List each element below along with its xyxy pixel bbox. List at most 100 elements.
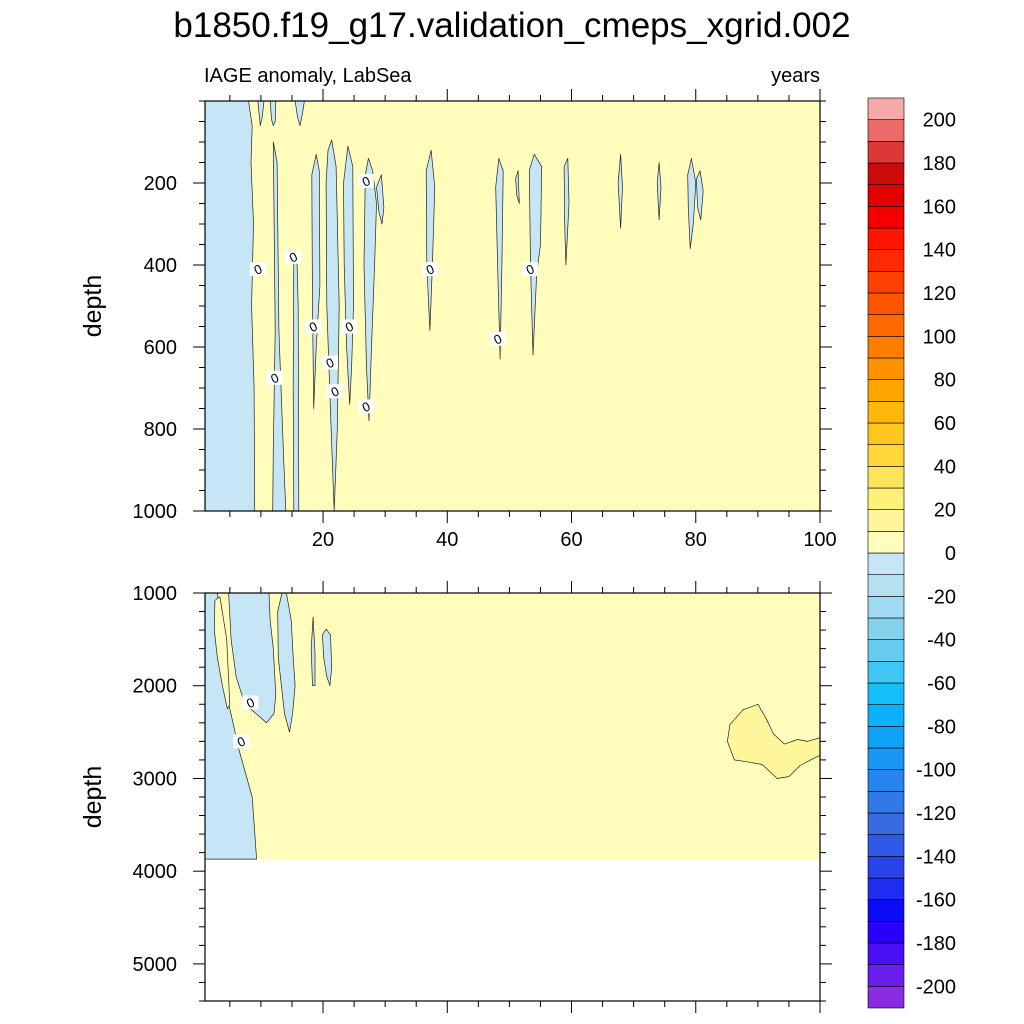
lower-contour-region (228, 593, 277, 724)
y-tick-label: 800 (144, 419, 177, 441)
right-label: years (771, 65, 820, 87)
upper-contour-region (528, 153, 543, 356)
colorbar-swatch (867, 466, 905, 489)
colorbar-label: -120 (916, 803, 956, 825)
lower-contour-region (277, 593, 296, 733)
colorbar-swatch (867, 444, 905, 467)
colorbar-swatch (867, 336, 905, 359)
colorbar-swatch (867, 747, 905, 770)
contour-label: 0 (233, 733, 250, 750)
colorbar-label: -140 (916, 846, 956, 868)
colorbar-label: -160 (916, 890, 956, 912)
contour-label: 0 (285, 249, 302, 266)
upper-contour-region (294, 101, 305, 126)
contour-label: 0 (266, 370, 283, 387)
y-tick-label: 1000 (133, 501, 178, 523)
upper-contour-region (292, 256, 300, 511)
colorbar-label: 180 (923, 153, 956, 175)
contour-label: 0 (321, 355, 338, 371)
upper-contour-region (376, 174, 385, 225)
lower-contour-region (213, 596, 231, 710)
colorbar-swatch (867, 379, 905, 402)
colorbar-swatch (867, 162, 905, 185)
colorbar-swatch (867, 552, 905, 575)
upper-contour-region (257, 101, 265, 126)
colorbar-swatch (867, 877, 905, 900)
colorbar-swatch (867, 574, 905, 597)
x-tick-label: 100 (803, 529, 836, 551)
colorbar-swatch (867, 206, 905, 229)
upper-contour-region (363, 158, 377, 422)
y-tick-label: 400 (144, 255, 177, 277)
y-tick-label: 2000 (133, 676, 178, 698)
upper-contour-region (515, 170, 520, 204)
upper-background-field (205, 101, 820, 511)
contour-label: 0 (242, 695, 259, 711)
colorbar-label: -60 (927, 673, 956, 695)
contour-label: 0 (521, 261, 538, 278)
colorbar-swatch (867, 401, 905, 424)
contour-label: 0 (421, 261, 438, 278)
colorbar-label: 200 (923, 110, 956, 132)
colorbar-label: -40 (927, 630, 956, 652)
upper-contour-region (343, 145, 354, 405)
colorbar-swatch (867, 791, 905, 814)
colorbar-label: -20 (927, 586, 956, 608)
colorbar-swatch (867, 726, 905, 749)
lower-panel: 0 0 1000 2000 3000 4000 5000 depth (79, 581, 832, 1013)
upper-contour-region (325, 139, 340, 511)
upper-contour-region (205, 101, 256, 511)
colorbar-swatch (867, 184, 905, 207)
lower-contour-region (322, 628, 333, 687)
contour-label: 0 (305, 319, 322, 335)
y-tick-label: 3000 (133, 768, 178, 790)
colorbar-label: -200 (916, 976, 956, 998)
colorbar-swatch (867, 812, 905, 835)
colorbar-swatch (867, 119, 905, 142)
x-tick-label: 40 (436, 529, 458, 551)
colorbar-swatch (867, 856, 905, 879)
colorbar-label: 140 (923, 240, 956, 262)
colorbar-label: 120 (923, 283, 956, 305)
upper-contour-region (563, 158, 570, 266)
colorbar-swatch (867, 617, 905, 640)
contour-label: 0 (249, 261, 266, 278)
colorbar-label: 20 (934, 500, 956, 522)
colorbar-swatch (867, 661, 905, 684)
colorbar-label: 100 (923, 326, 956, 348)
lower-contour-region (727, 703, 820, 779)
colorbar-swatch (867, 227, 905, 250)
upper-contour-region (656, 162, 662, 221)
colorbar-swatch (867, 292, 905, 315)
y-tick-label: 1000 (133, 583, 178, 605)
y-tick-label: 600 (144, 337, 177, 359)
colorbar-swatch (867, 422, 905, 445)
colorbar-swatch (867, 704, 905, 727)
x-tick-label: 20 (312, 529, 334, 551)
colorbar-label: -100 (916, 760, 956, 782)
y-tick-label: 4000 (133, 861, 178, 883)
colorbar-swatch (867, 357, 905, 380)
y-axis-label: depth (79, 766, 107, 829)
colorbar-swatch (867, 314, 905, 337)
x-tick-label: 60 (560, 529, 582, 551)
upper-contour-region (272, 141, 287, 511)
chart-title: b1850.f19_g17.validation_cmeps_xgrid.002 (173, 6, 851, 45)
contour-label: 0 (357, 399, 374, 415)
contour-label: 0 (341, 319, 358, 335)
colorbar-swatch (867, 487, 905, 510)
left-label: IAGE anomaly, LabSea (204, 65, 412, 87)
colorbar-label: 160 (923, 196, 956, 218)
upper-contour-region (617, 153, 623, 229)
colorbar-swatch (867, 531, 905, 554)
contour-label: 0 (489, 331, 506, 348)
contour-label: 0 (357, 173, 374, 190)
colorbar-swatch (867, 921, 905, 944)
x-tick-label: 80 (685, 529, 707, 551)
upper-contour-region (687, 158, 697, 249)
colorbar-swatch (867, 271, 905, 294)
colorbar-label: 40 (934, 456, 956, 478)
colorbar-swatch (867, 834, 905, 857)
